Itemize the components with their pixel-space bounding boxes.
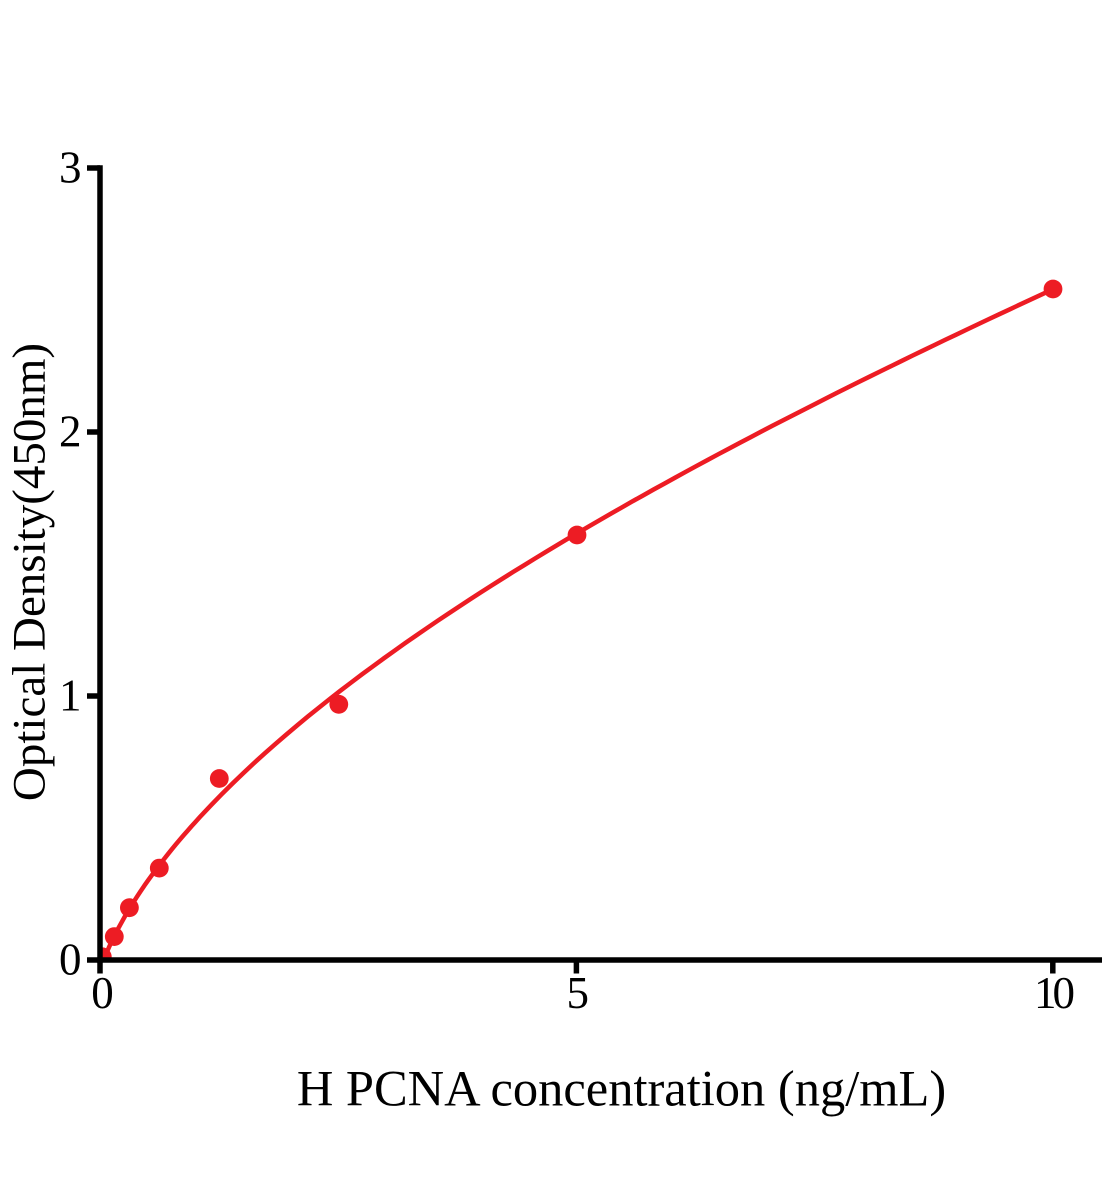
svg-text:10: 10 <box>1034 968 1075 1018</box>
svg-text:H PCNA concentration (ng/mL): H PCNA concentration (ng/mL) <box>297 1061 946 1117</box>
svg-text:Optical Density(450nm): Optical Density(450nm) <box>4 343 56 801</box>
svg-text:1: 1 <box>59 671 82 721</box>
svg-text:2: 2 <box>59 407 82 457</box>
svg-text:3: 3 <box>59 143 82 193</box>
svg-text:5: 5 <box>566 968 589 1018</box>
svg-text:0: 0 <box>91 968 114 1018</box>
svg-text:0: 0 <box>59 935 82 985</box>
